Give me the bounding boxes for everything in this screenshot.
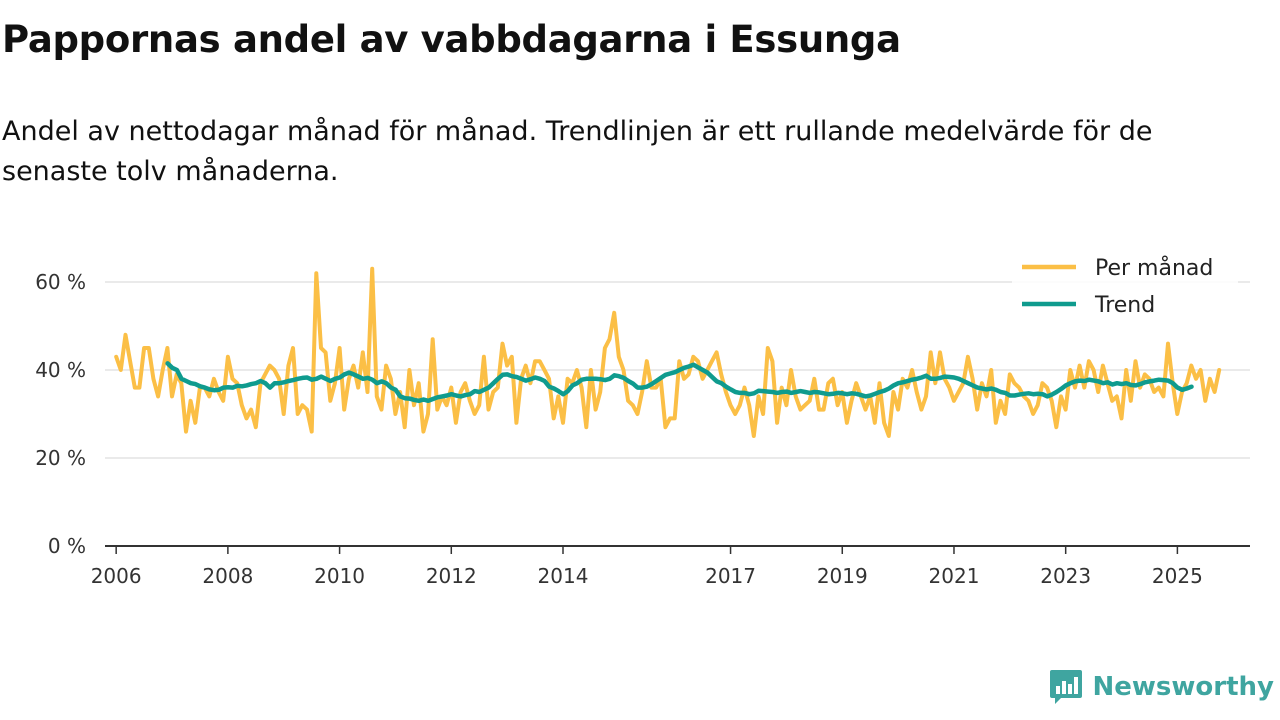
chart-subtitle: Andel av nettodagar månad för månad. Tre… <box>2 116 1153 187</box>
brand-name: Newsworthy <box>1092 672 1274 702</box>
x-tick-label-2017: 2017 <box>705 564 756 588</box>
x-tick-label-2006: 2006 <box>91 564 142 588</box>
trend-line <box>165 361 1194 404</box>
x-tick-label-2012: 2012 <box>426 564 477 588</box>
y-tick-label-20: 20 % <box>35 446 86 470</box>
x-tick-label-2019: 2019 <box>817 564 868 588</box>
brand-logo[interactable]: Newsworthy <box>1049 668 1274 706</box>
legend-label-1: Trend <box>1094 293 1155 318</box>
x-tick-label-2010: 2010 <box>314 564 365 588</box>
x-tick-label-2023: 2023 <box>1040 564 1091 588</box>
x-axis: 2006 2008 2010 2012 2014 2017 2019 2021 2023 2025 <box>91 545 1250 588</box>
legend-label-0: Per månad <box>1095 255 1213 281</box>
y-tick-label-60: 60 % <box>35 270 86 294</box>
x-tick-label-2025: 2025 <box>1152 564 1203 588</box>
y-axis-tick-labels: 0 % 20 % 40 % 60 % <box>35 270 86 558</box>
x-tick-label-2021: 2021 <box>929 564 980 588</box>
monthly-line <box>114 266 1222 438</box>
x-tick-label-2008: 2008 <box>202 564 253 588</box>
legend-background <box>1012 248 1238 326</box>
y-tick-label-40: 40 % <box>35 358 86 382</box>
chart-title: Pappornas andel av vabbdagarna i Essunga <box>2 18 901 61</box>
newsworthy-logo-icon <box>1049 670 1082 704</box>
x-tick-label-2014: 2014 <box>538 564 589 588</box>
series-trend <box>165 361 1194 404</box>
y-tick-label-0: 0 % <box>48 534 86 558</box>
legend[interactable]: Per månad Trend <box>1012 248 1238 326</box>
series-per-manad <box>114 266 1222 438</box>
series-lines <box>114 266 1222 438</box>
